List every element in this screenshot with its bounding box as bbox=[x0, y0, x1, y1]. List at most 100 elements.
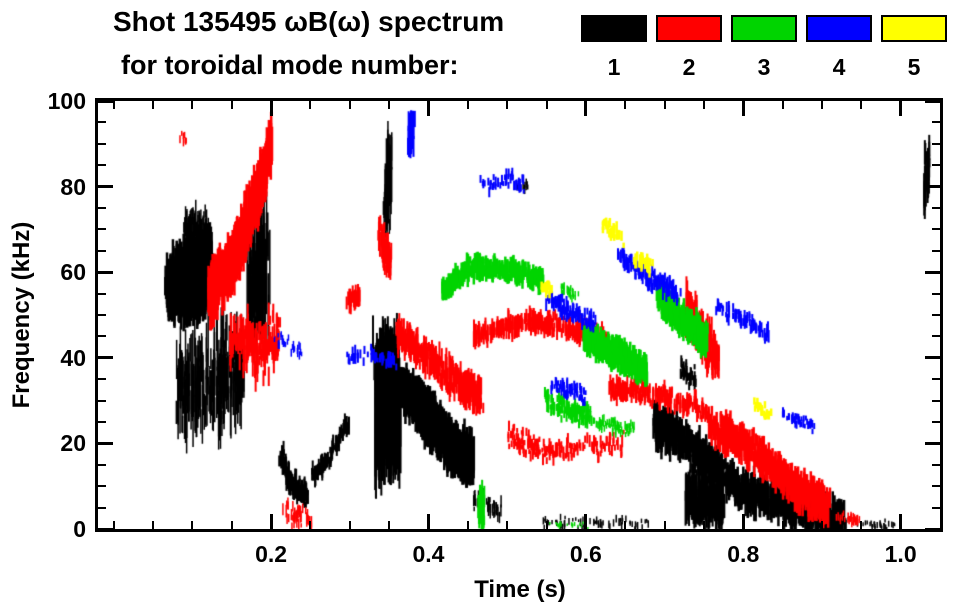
y-minor-tick bbox=[932, 335, 940, 338]
x-minor-tick bbox=[663, 521, 666, 529]
y-major-tick bbox=[925, 270, 940, 274]
y-tick-label: 40 bbox=[60, 344, 86, 371]
y-minor-tick bbox=[932, 207, 940, 209]
y-major-tick bbox=[98, 356, 113, 360]
legend bbox=[581, 15, 947, 42]
x-major-tick bbox=[269, 101, 273, 116]
x-minor-tick bbox=[466, 521, 469, 529]
x-major-tick bbox=[899, 101, 903, 116]
y-minor-tick bbox=[932, 378, 940, 381]
x-major-tick bbox=[741, 101, 745, 116]
x-minor-tick bbox=[624, 521, 627, 529]
x-minor-tick bbox=[860, 101, 863, 109]
y-minor-tick bbox=[932, 142, 940, 145]
y-minor-tick bbox=[98, 292, 106, 295]
y-major-tick bbox=[925, 441, 940, 445]
x-major-tick bbox=[584, 101, 588, 116]
y-minor-tick bbox=[98, 228, 106, 231]
y-minor-tick bbox=[98, 314, 106, 316]
chart-subtitle: for toroidal mode number: bbox=[121, 50, 459, 80]
y-major-tick bbox=[98, 527, 113, 531]
x-minor-tick bbox=[624, 101, 627, 109]
x-minor-tick bbox=[191, 101, 194, 109]
y-tick-label: 100 bbox=[47, 88, 86, 114]
legend-labels: 1 2 3 4 5 bbox=[581, 54, 947, 81]
y-tick-label: 20 bbox=[60, 430, 86, 457]
y-minor-tick bbox=[98, 335, 106, 338]
y-minor-tick bbox=[98, 421, 106, 423]
y-minor-tick bbox=[98, 121, 106, 124]
x-minor-tick bbox=[506, 101, 509, 109]
x-minor-tick bbox=[230, 101, 233, 109]
legend-swatch-n2 bbox=[656, 15, 722, 42]
x-tick-label: 1.0 bbox=[884, 541, 917, 567]
y-minor-tick bbox=[98, 399, 106, 402]
x-minor-tick bbox=[309, 101, 312, 109]
y-minor-tick bbox=[932, 506, 940, 509]
x-minor-tick bbox=[820, 101, 823, 109]
legend-label-n4: 4 bbox=[832, 54, 846, 80]
y-major-tick bbox=[98, 99, 113, 103]
x-minor-tick bbox=[545, 101, 548, 109]
x-minor-tick bbox=[348, 521, 351, 529]
y-tick-label: 0 bbox=[73, 516, 86, 542]
y-tick-label: 60 bbox=[60, 259, 86, 286]
y-minor-tick bbox=[932, 164, 940, 167]
y-major-tick bbox=[925, 99, 940, 103]
x-minor-tick bbox=[545, 521, 548, 529]
x-tick-label: 0.8 bbox=[727, 541, 760, 567]
x-minor-tick bbox=[388, 101, 391, 109]
x-tick-label: 0.2 bbox=[255, 541, 288, 567]
x-minor-tick bbox=[152, 521, 155, 529]
x-major-tick bbox=[741, 514, 745, 529]
x-major-tick bbox=[427, 101, 430, 116]
legend-label-n3: 3 bbox=[757, 54, 771, 80]
y-minor-tick bbox=[932, 463, 940, 466]
y-minor-tick bbox=[932, 249, 940, 252]
legend-label-n2: 2 bbox=[682, 54, 696, 80]
x-tick-label: 0.6 bbox=[569, 541, 602, 567]
x-minor-tick bbox=[702, 101, 705, 109]
y-major-tick bbox=[98, 185, 113, 189]
y-minor-tick bbox=[98, 463, 106, 466]
x-minor-tick bbox=[781, 521, 784, 529]
y-minor-tick bbox=[932, 292, 940, 295]
y-major-tick bbox=[98, 441, 113, 445]
y-major-tick bbox=[925, 185, 940, 189]
y-tick-label: 80 bbox=[60, 173, 86, 200]
x-minor-tick bbox=[506, 521, 509, 529]
x-tick-label: 0.4 bbox=[412, 541, 445, 567]
x-major-tick bbox=[427, 514, 430, 529]
y-major-tick bbox=[925, 527, 940, 531]
x-minor-tick bbox=[781, 101, 784, 109]
x-minor-tick bbox=[112, 521, 115, 529]
y-major-tick bbox=[925, 356, 940, 360]
x-minor-tick bbox=[191, 521, 194, 529]
x-major-tick bbox=[584, 514, 588, 529]
legend-swatch-n3 bbox=[731, 15, 797, 42]
y-minor-tick bbox=[98, 378, 106, 381]
x-minor-tick bbox=[702, 521, 705, 529]
legend-swatch-n5 bbox=[881, 15, 947, 42]
y-major-tick bbox=[98, 270, 113, 274]
x-minor-tick bbox=[663, 101, 666, 109]
y-minor-tick bbox=[932, 399, 940, 402]
y-minor-tick bbox=[98, 485, 106, 488]
x-minor-tick bbox=[348, 101, 351, 109]
y-minor-tick bbox=[932, 228, 940, 231]
x-minor-tick bbox=[860, 521, 863, 529]
x-minor-tick bbox=[466, 101, 469, 109]
y-minor-tick bbox=[932, 314, 940, 316]
y-minor-tick bbox=[98, 164, 106, 167]
x-minor-tick bbox=[820, 521, 823, 529]
y-minor-tick bbox=[932, 421, 940, 423]
y-minor-tick bbox=[932, 121, 940, 124]
y-minor-tick bbox=[98, 142, 106, 145]
y-minor-tick bbox=[932, 485, 940, 488]
x-minor-tick bbox=[112, 101, 115, 109]
legend-label-n1: 1 bbox=[607, 54, 621, 80]
plot-frame bbox=[95, 98, 943, 532]
plot-canvas bbox=[98, 101, 940, 529]
y-minor-tick bbox=[98, 207, 106, 209]
